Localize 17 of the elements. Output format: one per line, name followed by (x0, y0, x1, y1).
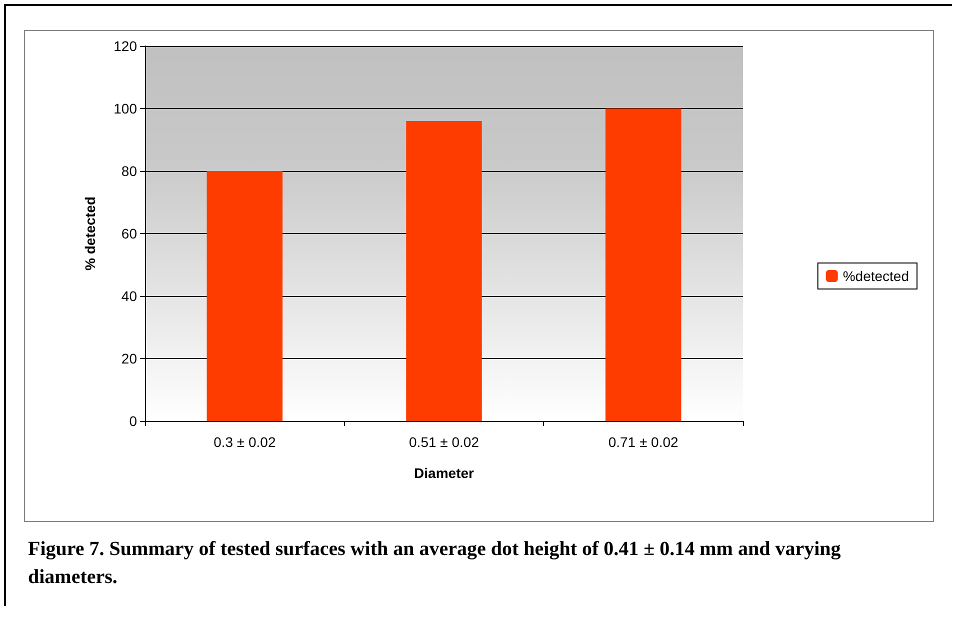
y-tick-label: 40 (121, 288, 138, 304)
x-tick-label: 0.3 ± 0.02 (214, 434, 276, 450)
caption: Figure 7. Summary of tested surfaces with an average dot height of 0.41 ± 0.14 mm and varying diameters. (28, 537, 842, 590)
y-tick-label: 0 (129, 413, 138, 429)
x-tick-label: 0.51 ± 0.02 (409, 434, 480, 450)
x-axis-title: Diameter (414, 465, 475, 481)
x-tick-label: 0.71 ± 0.02 (608, 434, 679, 450)
bar (406, 121, 482, 421)
y-tick-label: 20 (121, 350, 138, 366)
legend-label: %detected (842, 268, 910, 284)
bar (605, 108, 682, 421)
bar (206, 171, 283, 421)
y-axis-title: % detected (82, 196, 98, 270)
y-tick-label: 120 (114, 38, 138, 54)
y-tick-label: 100 (114, 100, 138, 116)
y-tick-label: 80 (121, 163, 138, 179)
y-tick-label: 60 (121, 226, 138, 242)
